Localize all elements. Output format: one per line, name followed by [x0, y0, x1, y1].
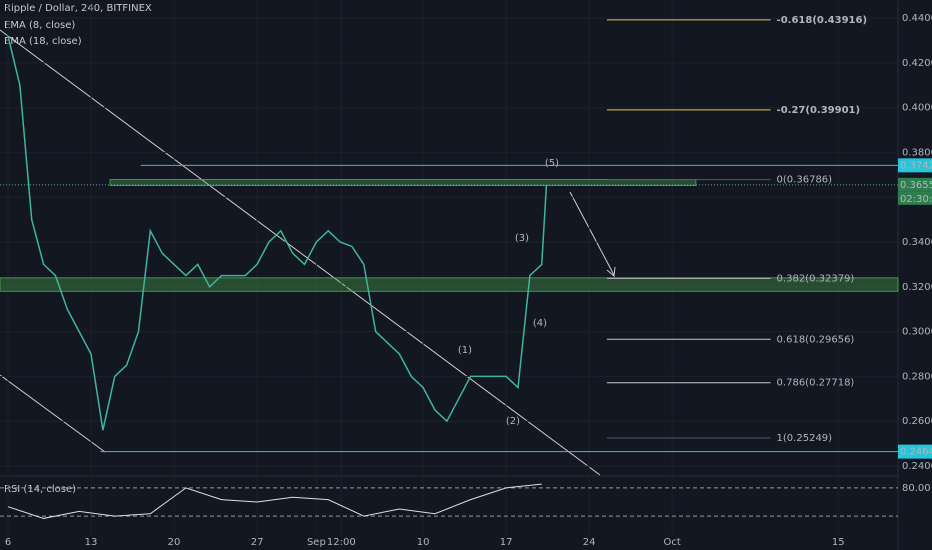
indicator-label: EMA (8, close) — [4, 20, 75, 31]
y-tick-label: 0.26000 — [902, 416, 932, 427]
x-tick-label: 20 — [168, 537, 181, 548]
rsi-line — [7, 483, 542, 519]
y-tick-label: 0.24000 — [902, 461, 932, 472]
y-tick-label: 0.42000 — [902, 58, 932, 69]
trend-line — [0, 29, 601, 476]
y-tick-label: 0.28000 — [902, 371, 932, 382]
countdown: 02:30:39 — [900, 194, 932, 205]
arrow — [569, 191, 615, 276]
trend-line — [0, 374, 106, 453]
price-tag-label: 0.24642 — [900, 447, 932, 458]
x-tick-label: 13 — [85, 537, 98, 548]
zone — [109, 179, 697, 186]
x-tick-label: 24 — [583, 537, 596, 548]
countdown-tag — [898, 191, 932, 205]
fib-label: 0(0.36786) — [777, 175, 833, 186]
x-tick-label: 15 — [832, 537, 845, 548]
x-tick-label: Oct — [664, 537, 681, 548]
wave-label: (1) — [458, 345, 472, 356]
y-tick-label: 0.44000 — [902, 13, 932, 24]
indicator-label: EMA (18, close) — [4, 36, 82, 47]
price-tag — [898, 444, 932, 459]
price-tag — [898, 158, 932, 173]
x-tick-label: Sep — [307, 537, 326, 548]
x-tick-label: 6 — [5, 537, 11, 548]
wave-label: (2) — [506, 416, 520, 427]
fib-label: 0.786(0.27718) — [777, 378, 855, 389]
x-tick-label: 27 — [251, 537, 264, 548]
arrow-head — [606, 266, 616, 277]
price-tag-label: 0.37422 — [900, 160, 932, 171]
chart-title: Ripple / Dollar, 240, BITFINEX — [4, 3, 152, 14]
wave-label: (3) — [515, 233, 529, 244]
y-tick-label: 0.34000 — [902, 237, 932, 248]
wave-label: (4) — [533, 318, 547, 329]
fib-label: -0.618(0.43916) — [777, 15, 867, 26]
y-tick-label: 0.38000 — [902, 147, 932, 158]
rsi-title: RSI (14, close) — [4, 484, 76, 495]
zone — [0, 277, 899, 292]
y-tick-label: 0.32000 — [902, 282, 932, 293]
fib-label: 0.382(0.32379) — [777, 273, 855, 284]
price-tag-label: 0.36552 — [900, 180, 932, 191]
fib-label: 1(0.25249) — [777, 433, 833, 444]
fib-label: 0.618(0.29656) — [777, 334, 855, 345]
fib-label: -0.27(0.39901) — [777, 105, 861, 116]
y-tick-label: 0.40000 — [902, 103, 932, 114]
rsi-tick-label: 80.00 — [902, 483, 931, 494]
price-tag — [898, 177, 932, 192]
wave-label: (5) — [545, 158, 559, 169]
y-tick-label: 0.30000 — [902, 327, 932, 338]
x-tick-label: 17 — [500, 537, 513, 548]
x-tick-label: 10 — [417, 537, 430, 548]
x-tick-label: 12:00 — [327, 537, 356, 548]
price-line — [7, 35, 548, 431]
